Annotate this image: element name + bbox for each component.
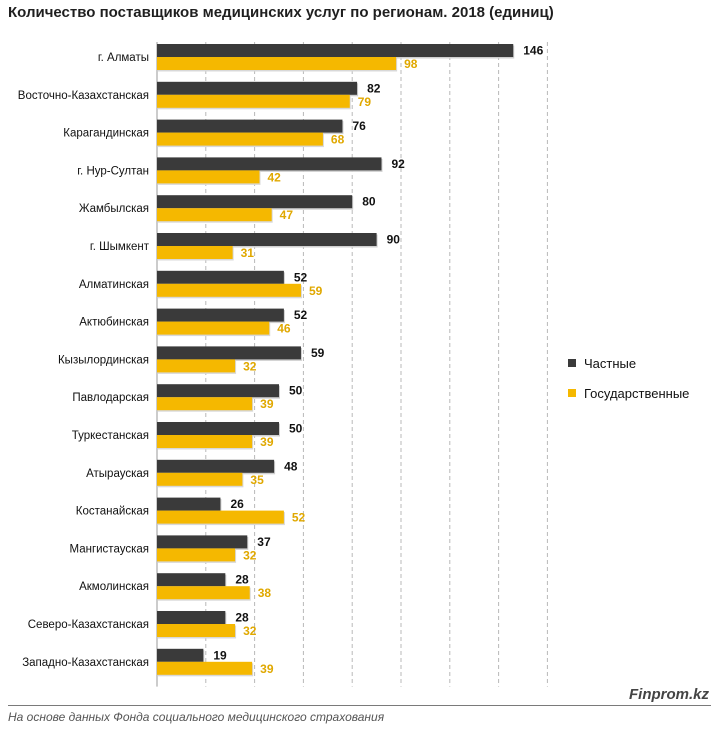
value-label-private: 59 bbox=[311, 346, 325, 360]
bar-private bbox=[157, 195, 353, 209]
legend-label-public: Государственные bbox=[584, 385, 690, 401]
value-label-private: 80 bbox=[362, 195, 376, 209]
bar-public bbox=[157, 359, 236, 373]
value-label-private: 82 bbox=[367, 81, 381, 95]
footer-divider bbox=[8, 705, 711, 706]
category-label: Актюбинская bbox=[79, 317, 149, 329]
value-label-private: 146 bbox=[523, 44, 543, 58]
category-label: Атырауская bbox=[86, 468, 149, 480]
bar-public bbox=[157, 397, 253, 411]
legend-item-public: Государственные bbox=[568, 378, 689, 408]
value-label-private: 28 bbox=[235, 573, 249, 587]
bar-private bbox=[157, 44, 514, 57]
bar-private bbox=[157, 233, 377, 246]
bar-private bbox=[157, 346, 301, 360]
bar-private bbox=[157, 535, 248, 549]
category-label: Западно-Казахстанская bbox=[22, 657, 149, 669]
bars bbox=[157, 44, 515, 677]
bar-public bbox=[157, 624, 236, 637]
value-label-public: 52 bbox=[292, 511, 306, 525]
value-label-private: 52 bbox=[294, 308, 308, 322]
value-label-public: 47 bbox=[280, 208, 294, 222]
category-label: Алматинская bbox=[79, 279, 149, 291]
legend-swatch-public bbox=[568, 389, 576, 397]
bar-public bbox=[157, 132, 323, 146]
bar-public bbox=[157, 246, 233, 259]
bar-public bbox=[157, 435, 253, 448]
value-label-private: 92 bbox=[391, 157, 405, 171]
category-label: Восточно-Казахстанская bbox=[18, 90, 149, 102]
bar-public bbox=[157, 321, 270, 335]
value-label-public: 98 bbox=[404, 57, 418, 71]
category-label: Кызылординская bbox=[58, 354, 149, 366]
category-label: Северо-Казахстанская bbox=[28, 619, 149, 631]
bar-public bbox=[157, 586, 250, 600]
legend: Частные Государственные bbox=[568, 348, 689, 408]
bar-public bbox=[157, 661, 253, 675]
legend-item-private: Частные bbox=[568, 348, 689, 378]
category-label: Туркестанская bbox=[72, 430, 149, 442]
bar-public bbox=[157, 548, 236, 562]
bar-private bbox=[157, 81, 358, 95]
bar-private bbox=[157, 384, 279, 398]
source-note: На основе данных Фонда социального медиц… bbox=[8, 710, 385, 724]
category-label: г. Нур-Султан bbox=[77, 165, 149, 177]
bar-public bbox=[157, 208, 272, 222]
value-label-public: 32 bbox=[243, 624, 257, 638]
value-label-public: 35 bbox=[250, 473, 264, 487]
value-label-private: 90 bbox=[387, 233, 401, 247]
bar-private bbox=[157, 308, 284, 322]
value-label-private: 48 bbox=[284, 459, 298, 473]
category-label: г. Шымкент bbox=[90, 241, 150, 253]
value-label-public: 39 bbox=[260, 662, 274, 676]
bar-public bbox=[157, 57, 397, 70]
value-label-public: 79 bbox=[358, 95, 372, 109]
bar-public bbox=[157, 170, 260, 184]
category-label: Акмолинская bbox=[79, 581, 149, 593]
bar-public bbox=[157, 283, 301, 297]
value-label-private: 28 bbox=[235, 611, 249, 625]
labels: г. Алматы 146 98 Восточно-Казахстанская 8279… bbox=[18, 44, 544, 676]
category-label: Мангистауская bbox=[69, 543, 149, 555]
category-label: Жамбылская bbox=[79, 203, 149, 215]
bar-private bbox=[157, 119, 343, 133]
value-label-private: 26 bbox=[230, 497, 244, 511]
value-label-public: 32 bbox=[243, 359, 257, 373]
bar-private bbox=[157, 611, 226, 624]
category-label: Костанайская bbox=[76, 506, 149, 518]
bar-public bbox=[157, 510, 284, 524]
value-label-private: 37 bbox=[257, 535, 271, 549]
value-label-public: 68 bbox=[331, 133, 345, 147]
value-label-private: 19 bbox=[213, 648, 227, 662]
bar-private bbox=[157, 270, 284, 284]
value-label-public: 38 bbox=[258, 586, 272, 600]
bar-private bbox=[157, 573, 226, 587]
chart-title: Количество поставщиков медицинских услуг… bbox=[8, 4, 554, 21]
value-label-private: 50 bbox=[289, 422, 303, 436]
value-label-public: 31 bbox=[241, 246, 255, 260]
category-label: Павлодарская bbox=[72, 392, 149, 404]
bar-private bbox=[157, 648, 204, 662]
value-label-public: 39 bbox=[260, 435, 274, 449]
value-label-public: 32 bbox=[243, 548, 257, 562]
value-label-public: 59 bbox=[309, 284, 323, 298]
legend-label-private: Частные bbox=[584, 355, 637, 371]
category-label: г. Алматы bbox=[98, 52, 149, 64]
category-label: Карагандинская bbox=[63, 128, 149, 140]
legend-swatch-private bbox=[568, 359, 576, 367]
bar-private bbox=[157, 497, 221, 511]
value-label-public: 46 bbox=[277, 322, 291, 336]
brand-logo-text: Finprom.kz bbox=[628, 686, 709, 703]
value-label-private: 76 bbox=[352, 119, 366, 133]
bar-public bbox=[157, 472, 243, 486]
bar-public bbox=[157, 94, 350, 108]
bar-private bbox=[157, 459, 275, 473]
value-label-private: 52 bbox=[294, 270, 308, 284]
value-label-private: 50 bbox=[289, 384, 303, 398]
bar-private bbox=[157, 422, 279, 435]
bar-private bbox=[157, 157, 382, 171]
value-label-public: 42 bbox=[267, 170, 281, 184]
value-label-public: 39 bbox=[260, 397, 274, 411]
